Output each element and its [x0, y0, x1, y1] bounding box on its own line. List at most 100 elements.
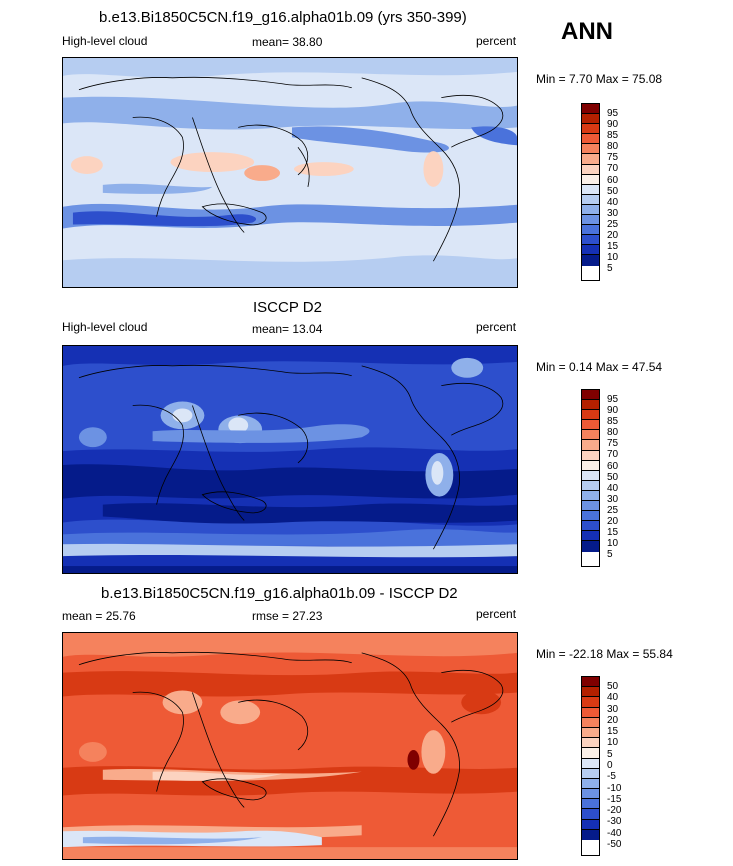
panel1-colorbar-swatch-11 — [582, 215, 599, 226]
panel3-mean-label: mean = 25.76 — [62, 609, 136, 623]
panel1-cb-label-1: 90 — [607, 119, 619, 130]
panel1-cb-label-9: 30 — [607, 208, 619, 219]
panel2-colorbar-swatch-5 — [582, 440, 599, 451]
panel2-cb-label-13: 10 — [607, 538, 619, 549]
panel2-colorbar-swatch-13 — [582, 521, 599, 532]
panel3-colorbar-swatch-12 — [582, 799, 599, 810]
panel3-cb-label-1: 40 — [607, 692, 619, 703]
panel2-colorbar-swatch-15 — [582, 541, 599, 552]
season-label: ANN — [561, 18, 613, 45]
panel2-colorbar-swatch-1 — [582, 400, 599, 411]
panel1-mean-label: mean= 38.80 — [252, 35, 323, 49]
panel2-colorbar-swatch-3 — [582, 420, 599, 431]
panel3-colorbar-swatch-13 — [582, 809, 599, 820]
panel1-colorbar-swatch-9 — [582, 194, 599, 205]
panel2-cb-label-8: 40 — [607, 483, 619, 494]
panel2-map — [62, 345, 518, 574]
panel3-colorbar-swatch-1 — [582, 687, 599, 698]
panel3-colorbar-swatch-15 — [582, 829, 599, 840]
panel3-cb-label-3: 20 — [607, 715, 619, 726]
panel2-variable-label: High-level cloud — [62, 320, 148, 334]
panel1-colorbar — [581, 103, 600, 281]
panel2-colorbar — [581, 389, 600, 567]
panel3-colorbar-swatch-5 — [582, 727, 599, 739]
panel3-cb-label-10: -15 — [607, 794, 622, 805]
panel1-colorbar-swatch-13 — [582, 235, 599, 246]
panel2-cb-label-12: 15 — [607, 527, 619, 538]
panel3-colorbar-swatch-14 — [582, 819, 599, 830]
panel3-cb-label-5: 10 — [607, 737, 619, 748]
panel1-cb-label-5: 70 — [607, 163, 619, 174]
panel1-cb-label-10: 25 — [607, 219, 619, 230]
panel1-colorbar-swatch-2 — [582, 124, 599, 135]
panel3-cb-label-9: -10 — [607, 783, 622, 794]
panel1-cb-label-14: 5 — [607, 263, 613, 274]
panel3-cb-label-8: -5 — [607, 771, 616, 782]
panel1-variable-label: High-level cloud — [62, 34, 148, 48]
panel1-colorbar-swatch-3 — [582, 134, 599, 145]
panel3-colorbar-swatch-4 — [582, 717, 599, 728]
panel3-cb-label-13: -40 — [607, 828, 622, 839]
panel1-cb-label-11: 20 — [607, 230, 619, 241]
panel1-contour-field — [63, 58, 517, 287]
panel2-cb-label-3: 80 — [607, 427, 619, 438]
panel3-map — [62, 632, 518, 860]
panel3-cb-label-2: 30 — [607, 704, 619, 715]
panel1-colorbar-swatch-14 — [582, 245, 599, 256]
panel3-cb-label-4: 15 — [607, 726, 619, 737]
panel3-cb-label-14: -50 — [607, 839, 622, 850]
panel3-colorbar-swatch-6 — [582, 738, 599, 749]
panel2-colorbar-swatch-0 — [582, 390, 599, 401]
panel3-colorbar-swatch-3 — [582, 707, 599, 718]
panel2-cb-label-6: 60 — [607, 461, 619, 472]
panel2-units-label: percent — [476, 320, 517, 334]
panel3-title: b.e13.Bi1850C5CN.f19_g16.alpha01b.09 - I… — [101, 585, 458, 602]
panel2-cb-label-9: 30 — [607, 494, 619, 505]
panel3-colorbar-swatch-8 — [582, 758, 599, 769]
panel1-colorbar-swatch-8 — [582, 184, 599, 195]
panel2-colorbar-swatch-4 — [582, 430, 599, 441]
panel3-cb-label-11: -20 — [607, 805, 622, 816]
panel3-colorbar-swatch-10 — [582, 778, 599, 790]
panel2-colorbar-swatch-12 — [582, 511, 599, 522]
panel2-colorbar-swatch-14 — [582, 531, 599, 542]
panel1-colorbar-swatch-1 — [582, 114, 599, 125]
panel1-title: b.e13.Bi1850C5CN.f19_g16.alpha01b.09 (yr… — [99, 9, 467, 26]
panel2-contour-field — [63, 346, 517, 573]
panel1-colorbar-swatch-5 — [582, 154, 599, 165]
panel1-colorbar-swatch-15 — [582, 255, 599, 266]
panel1-cb-label-8: 40 — [607, 197, 619, 208]
panel2-colorbar-swatch-6 — [582, 450, 599, 461]
panel3-colorbar — [581, 676, 600, 856]
panel2-colorbar-swatch-8 — [582, 470, 599, 481]
panel2-cb-label-4: 75 — [607, 438, 619, 449]
panel2-title: ISCCP D2 — [253, 299, 322, 316]
panel1-colorbar-swatch-7 — [582, 174, 599, 185]
panel3-minmax: Min = -22.18 Max = 55.84 — [536, 647, 673, 661]
panel2-cb-label-11: 20 — [607, 516, 619, 527]
panel1-cb-label-4: 75 — [607, 152, 619, 163]
panel1-cb-label-0: 95 — [607, 108, 619, 119]
panel2-colorbar-swatch-7 — [582, 460, 599, 471]
panel1-colorbar-swatch-12 — [582, 225, 599, 236]
panel1-colorbar-swatch-0 — [582, 104, 599, 115]
panel2-colorbar-swatch-11 — [582, 501, 599, 512]
panel2-colorbar-swatch-10 — [582, 490, 599, 502]
panel1-cb-label-13: 10 — [607, 252, 619, 263]
panel1-colorbar-swatch-10 — [582, 204, 599, 216]
panel1-cb-label-3: 80 — [607, 141, 619, 152]
panel3-cb-label-0: 50 — [607, 681, 619, 692]
panel1-colorbar-swatch-6 — [582, 164, 599, 175]
panel2-cb-label-1: 90 — [607, 405, 619, 416]
panel1-map — [62, 57, 518, 288]
panel1-cb-label-12: 15 — [607, 241, 619, 252]
panel2-cb-label-7: 50 — [607, 472, 619, 483]
panel1-minmax: Min = 7.70 Max = 75.08 — [536, 72, 663, 86]
panel3-colorbar-swatch-11 — [582, 789, 599, 800]
panel3-cb-label-7: 0 — [607, 760, 613, 771]
panel2-mean-label: mean= 13.04 — [252, 322, 323, 336]
panel2-colorbar-swatch-2 — [582, 410, 599, 421]
panel1-cb-label-2: 85 — [607, 130, 619, 141]
panel3-units-label: percent — [476, 607, 517, 621]
panel2-colorbar-swatch-9 — [582, 480, 599, 491]
